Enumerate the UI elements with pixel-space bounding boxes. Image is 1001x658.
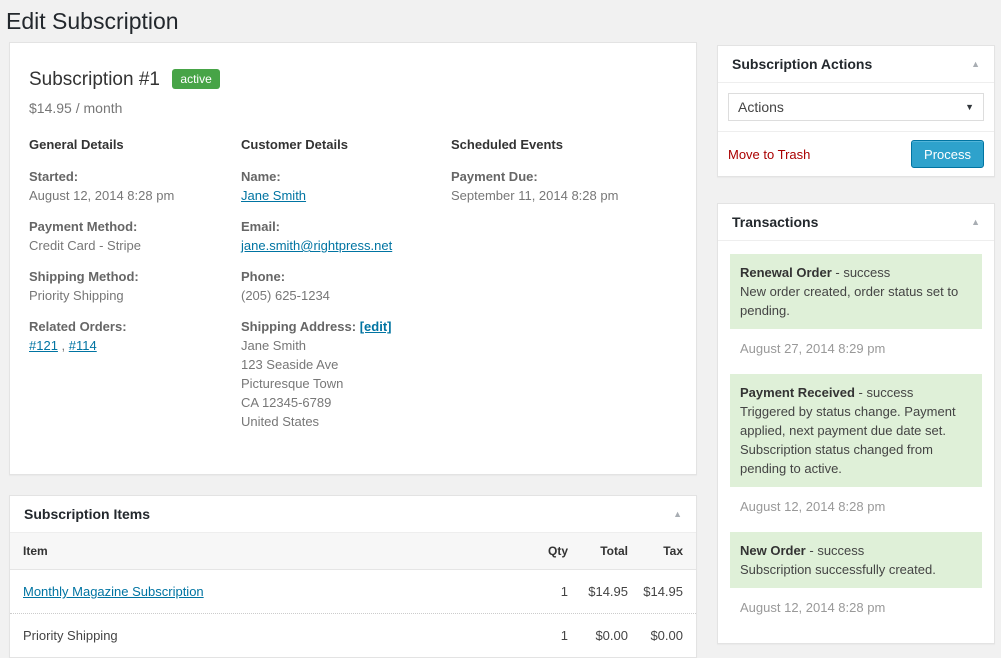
related-orders-label: Related Orders: bbox=[29, 319, 127, 334]
payment-method-label: Payment Method: bbox=[29, 219, 138, 234]
started-group: Started: August 12, 2014 8:28 pm bbox=[29, 167, 241, 205]
transaction-date: August 27, 2014 8:29 pm bbox=[740, 341, 886, 356]
transactions-panel: Transactions ▲ Renewal Order - success N… bbox=[717, 203, 995, 644]
shipping-method-label: Shipping Method: bbox=[29, 269, 139, 284]
address-line: 123 Seaside Ave bbox=[241, 357, 339, 372]
shipping-method-value: Priority Shipping bbox=[29, 288, 124, 303]
general-details-column: General Details Started: August 12, 2014… bbox=[29, 137, 241, 443]
transaction-title: New Order bbox=[740, 543, 806, 558]
details-columns: General Details Started: August 12, 2014… bbox=[29, 137, 677, 443]
customer-details-column: Customer Details Name: Jane Smith Email:… bbox=[241, 137, 451, 443]
address-line: CA 12345-6789 bbox=[241, 395, 332, 410]
transaction-message: New order created, order status set to p… bbox=[740, 284, 959, 318]
items-table-header: Item Qty Total Tax bbox=[10, 533, 696, 570]
transaction-date: August 12, 2014 8:28 pm bbox=[740, 600, 886, 615]
item-qty: 1 bbox=[560, 628, 568, 643]
actions-select[interactable]: Actions ▼ bbox=[728, 93, 984, 121]
transaction-entry: New Order - success Subscription success… bbox=[730, 532, 982, 588]
collapse-toggle-icon[interactable]: ▲ bbox=[673, 508, 682, 519]
subscription-price: $14.95 / month bbox=[29, 100, 123, 116]
status-badge: active bbox=[172, 69, 220, 89]
actions-select-wrap: Actions ▼ bbox=[718, 83, 994, 131]
name-label: Name: bbox=[241, 169, 281, 184]
transaction-status: - success bbox=[835, 265, 891, 280]
sidebar-column: Subscription Actions ▲ Actions ▼ Move to… bbox=[717, 45, 995, 644]
customer-email-group: Email: jane.smith@rightpress.net bbox=[241, 217, 451, 255]
item-tax: $0.00 bbox=[650, 628, 683, 643]
scheduled-events-column: Scheduled Events Payment Due: September … bbox=[451, 137, 677, 443]
payment-due-label: Payment Due: bbox=[451, 169, 538, 184]
subscription-actions-panel-header: Subscription Actions ▲ bbox=[718, 46, 994, 83]
transactions-list: Renewal Order - success New order create… bbox=[718, 241, 994, 643]
subscription-items-title: Subscription Items bbox=[24, 506, 151, 522]
related-order-link-121[interactable]: #121 bbox=[29, 338, 58, 353]
column-header-item: Item bbox=[23, 544, 48, 558]
chevron-down-icon: ▼ bbox=[965, 102, 974, 112]
subscription-actions-panel: Subscription Actions ▲ Actions ▼ Move to… bbox=[717, 45, 995, 177]
transactions-title: Transactions bbox=[732, 214, 819, 230]
table-row: Monthly Magazine Subscription 1 $14.95 $… bbox=[10, 570, 696, 613]
subscription-title: Subscription #1 bbox=[29, 69, 160, 90]
customer-email-link[interactable]: jane.smith@rightpress.net bbox=[241, 238, 393, 253]
related-orders-separator: , bbox=[57, 338, 69, 353]
general-details-header: General Details bbox=[29, 137, 124, 152]
address-line: Picturesque Town bbox=[241, 376, 344, 391]
payment-due-value: September 11, 2014 8:28 pm bbox=[451, 188, 619, 203]
page-title: Edit Subscription bbox=[6, 8, 179, 34]
subscription-items-panel: Subscription Items ▲ Item Qty Total Tax … bbox=[9, 495, 697, 658]
main-column: Subscription #1 active $14.95 / month Ge… bbox=[9, 42, 697, 658]
item-link[interactable]: Monthly Magazine Subscription bbox=[23, 584, 204, 599]
address-line: United States bbox=[241, 414, 320, 429]
subscription-actions-title: Subscription Actions bbox=[732, 56, 873, 72]
column-header-qty: Qty bbox=[547, 544, 568, 558]
process-button[interactable]: Process bbox=[911, 140, 984, 168]
shipping-method-group: Shipping Method: Priority Shipping bbox=[29, 267, 241, 305]
payment-method-value: Credit Card - Stripe bbox=[29, 238, 141, 253]
transaction-date: August 12, 2014 8:28 pm bbox=[740, 499, 886, 514]
subscription-details-panel: Subscription #1 active $14.95 / month Ge… bbox=[9, 42, 697, 475]
customer-name-link[interactable]: Jane Smith bbox=[241, 188, 307, 203]
column-header-tax: Tax bbox=[663, 544, 683, 558]
column-header-total: Total bbox=[600, 544, 628, 558]
transaction-status: - success bbox=[858, 385, 914, 400]
transaction-title: Payment Received bbox=[740, 385, 855, 400]
item-name: Priority Shipping bbox=[23, 628, 118, 643]
address-line: Jane Smith bbox=[241, 338, 307, 353]
transaction-status: - success bbox=[809, 543, 865, 558]
transaction-message: Triggered by status change. Payment appl… bbox=[740, 404, 956, 476]
item-qty: 1 bbox=[560, 584, 568, 599]
payment-due-group: Payment Due: September 11, 2014 8:28 pm bbox=[451, 167, 677, 205]
started-value: August 12, 2014 8:28 pm bbox=[29, 188, 175, 203]
table-row: Priority Shipping 1 $0.00 $0.00 bbox=[10, 613, 696, 657]
subscription-heading: Subscription #1 active bbox=[29, 69, 677, 91]
actions-footer: Move to Trash Process bbox=[718, 131, 994, 176]
move-to-trash-link[interactable]: Move to Trash bbox=[728, 146, 811, 162]
transactions-panel-header: Transactions ▲ bbox=[718, 204, 994, 241]
started-label: Started: bbox=[29, 169, 79, 184]
email-label: Email: bbox=[241, 219, 281, 234]
transaction-message: Subscription successfully created. bbox=[740, 562, 936, 577]
phone-label: Phone: bbox=[241, 269, 286, 284]
shipping-address-group: Shipping Address: [edit] Jane Smith 123 … bbox=[241, 317, 451, 431]
phone-value: (205) 625-1234 bbox=[241, 288, 330, 303]
edit-address-link[interactable]: [edit] bbox=[359, 319, 392, 334]
collapse-toggle-icon[interactable]: ▲ bbox=[971, 58, 980, 69]
scheduled-events-header: Scheduled Events bbox=[451, 137, 563, 152]
item-total: $0.00 bbox=[595, 628, 628, 643]
transaction-entry: Payment Received - success Triggered by … bbox=[730, 374, 982, 487]
customer-details-header: Customer Details bbox=[241, 137, 348, 152]
item-tax: $14.95 bbox=[643, 584, 683, 599]
related-orders-group: Related Orders: #121 , #114 bbox=[29, 317, 241, 355]
transaction-entry: Renewal Order - success New order create… bbox=[730, 254, 982, 329]
customer-phone-group: Phone: (205) 625-1234 bbox=[241, 267, 451, 305]
shipping-address-label: Shipping Address: bbox=[241, 319, 357, 334]
actions-select-value: Actions bbox=[738, 99, 784, 115]
subscription-items-panel-header: Subscription Items ▲ bbox=[10, 496, 696, 533]
related-order-link-114[interactable]: #114 bbox=[68, 338, 97, 353]
transaction-title: Renewal Order bbox=[740, 265, 832, 280]
customer-name-group: Name: Jane Smith bbox=[241, 167, 451, 205]
collapse-toggle-icon[interactable]: ▲ bbox=[971, 216, 980, 227]
item-total: $14.95 bbox=[588, 584, 628, 599]
payment-method-group: Payment Method: Credit Card - Stripe bbox=[29, 217, 241, 255]
